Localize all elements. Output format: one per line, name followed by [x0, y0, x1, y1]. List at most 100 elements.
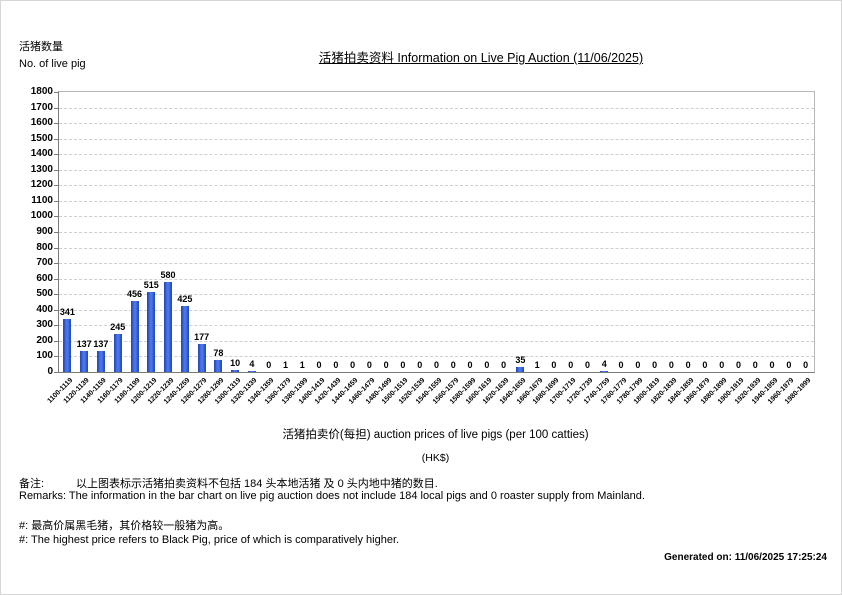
bar	[80, 350, 89, 372]
bar-value-label: 0	[769, 360, 775, 370]
y-tick-label: 1400	[30, 148, 53, 160]
y-tick-label: 1100	[31, 194, 53, 206]
bar	[247, 371, 256, 372]
gridline	[59, 356, 814, 358]
y-tick-mark	[54, 278, 58, 280]
bar-value-label: 0	[568, 360, 574, 370]
y-tick-mark	[54, 340, 58, 342]
bar-value-label: 0	[752, 360, 758, 370]
gridline	[59, 200, 814, 202]
y-tick-label: 200	[36, 334, 53, 346]
bar-value-label: 0	[668, 360, 674, 370]
gridline	[59, 107, 814, 109]
bar-value-label: 4	[601, 359, 607, 370]
y-tick-mark	[54, 216, 58, 218]
y-axis-title: 活猪数量 No. of live pig	[19, 39, 86, 73]
y-tick-mark	[54, 247, 58, 249]
bar-value-label: 78	[213, 347, 224, 358]
y-tick-label: 1800	[30, 86, 53, 97]
y-tick-mark	[54, 169, 58, 171]
remark-label-zh: 备注:	[19, 478, 45, 490]
y-tick-mark	[54, 123, 58, 125]
gridline	[59, 185, 814, 187]
bar-value-label: 0	[584, 360, 591, 370]
bar-value-label: 0	[433, 360, 440, 370]
gridline	[59, 278, 814, 280]
y-tick-label: 600	[36, 272, 53, 284]
bar-value-label: 137	[93, 338, 109, 349]
bar-value-label: 177	[194, 332, 210, 343]
gridline	[59, 247, 814, 249]
bar-value-label: 0	[618, 360, 624, 370]
blackpig-note-en: #: The highest price refers to Black Pig…	[19, 534, 400, 546]
bar	[516, 366, 525, 372]
bar	[96, 350, 105, 372]
page-title: 活猪拍卖资料 Information on Live Pig Auction (…	[318, 51, 644, 65]
bar-value-label: 4	[249, 359, 255, 370]
bar-value-label: 425	[177, 293, 193, 304]
gridline	[59, 340, 814, 342]
bar	[180, 305, 189, 372]
bar-value-label: 0	[333, 360, 339, 370]
y-tick-label: 0	[47, 366, 53, 377]
y-tick-mark	[54, 107, 58, 109]
y-tick-mark	[54, 309, 58, 311]
bar-value-label: 0	[635, 360, 641, 370]
bar	[214, 359, 223, 372]
y-tick-label: 500	[36, 288, 53, 300]
y-tick-mark	[54, 138, 58, 140]
bar-value-label: 0	[400, 360, 406, 370]
remark-line-en: Remarks: The information in the bar char…	[19, 490, 645, 502]
bar	[63, 318, 72, 372]
x-axis-title: 活猪拍卖价(每担) auction prices of live pigs (p…	[282, 429, 589, 441]
y-tick-mark	[54, 263, 58, 265]
gridline	[59, 169, 814, 171]
y-tick-mark	[54, 294, 58, 296]
bar-value-label: 1	[282, 359, 289, 370]
x-axis-unit: (HK$)	[421, 452, 450, 464]
gridline	[59, 294, 814, 296]
gridline	[59, 309, 814, 311]
bar-value-label: 137	[76, 338, 92, 349]
bar-value-label: 0	[803, 360, 809, 370]
y-axis-title-zh: 活猪数量	[19, 41, 63, 53]
y-tick-mark	[54, 372, 58, 373]
y-tick-mark	[54, 185, 58, 187]
bar-value-label: 35	[515, 354, 526, 365]
bar	[113, 333, 122, 372]
bar-value-label: 0	[652, 360, 658, 370]
bar-value-label: 0	[366, 360, 372, 370]
bar-value-label: 1	[534, 359, 540, 370]
bar	[164, 281, 173, 372]
bar	[130, 301, 139, 372]
bar-value-label: 10	[230, 358, 241, 369]
bar	[197, 344, 206, 372]
gridline	[59, 263, 814, 265]
y-tick-label: 1700	[30, 101, 53, 113]
bar-value-label: 456	[126, 289, 143, 300]
bar-value-label: 0	[383, 360, 389, 370]
bar-value-label: 0	[501, 360, 507, 370]
y-tick-label: 1300	[30, 163, 53, 175]
bar-chart-plot: 0 100 200 300 400 500 600 700 800 900 1000 1100 1200…	[31, 86, 815, 406]
bar-value-label: 0	[786, 360, 792, 370]
blackpig-note-zh: #: 最高价属黑毛猪，其价格较一般猪为高。	[19, 520, 230, 532]
bar-value-label: 341	[59, 306, 75, 317]
remark-text-zh: 以上图表标示活猪拍卖资料不包括 184 头本地活猪 及 0 头内地中猪的数目.	[76, 478, 438, 490]
y-tick-mark	[54, 92, 58, 93]
bar-value-label: 0	[551, 360, 557, 370]
gridline	[59, 154, 814, 156]
remark-line-zh: 备注: 以上图表标示活猪拍卖资料不包括 184 头本地活猪 及 0 头内地中猪的数…	[19, 475, 438, 491]
bar-value-label: 515	[143, 279, 159, 290]
y-tick-mark	[54, 154, 58, 156]
bar	[147, 291, 156, 372]
bar	[231, 370, 240, 372]
gridline	[59, 216, 814, 218]
generated-timestamp: Generated on: 11/06/2025 17:25:24	[664, 552, 827, 563]
y-tick-label: 300	[36, 319, 53, 331]
gridline	[59, 325, 814, 327]
y-tick-label: 800	[36, 241, 53, 253]
bar-value-label: 0	[350, 360, 356, 370]
bar-value-label: 0	[719, 360, 725, 370]
